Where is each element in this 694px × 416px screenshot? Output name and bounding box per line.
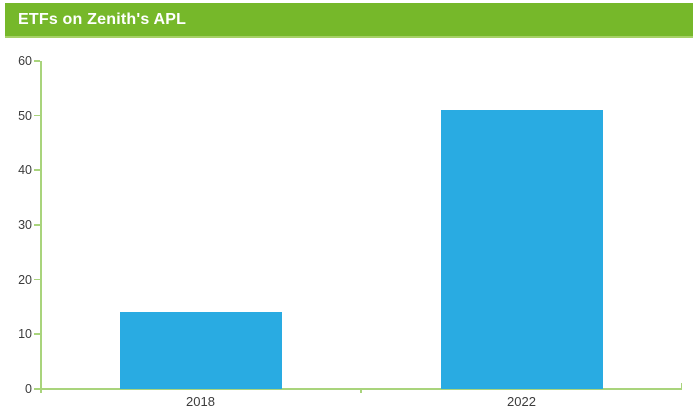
y-tick-mark bbox=[34, 169, 40, 171]
y-tick-label: 60 bbox=[18, 54, 32, 68]
y-tick-mark bbox=[34, 224, 40, 226]
chart-title: ETFs on Zenith's APL bbox=[18, 10, 187, 28]
x-tick-label-2022: 2022 bbox=[507, 394, 536, 409]
y-tick-label: 30 bbox=[18, 218, 32, 232]
y-tick-label: 10 bbox=[18, 327, 32, 342]
bar-chart: 0 10 20 30 40 50 60 2018 2022 bbox=[0, 38, 694, 416]
y-tick-mark bbox=[34, 388, 40, 390]
y-tick-label: 50 bbox=[18, 108, 32, 123]
y-tick-mark bbox=[34, 60, 40, 62]
y-tick-label: 40 bbox=[18, 163, 32, 178]
y-axis-line bbox=[40, 61, 42, 393]
header-accent-strip bbox=[5, 36, 693, 38]
bar-2018 bbox=[119, 312, 282, 389]
y-tick-label: 0 bbox=[25, 382, 32, 396]
y-tick-mark bbox=[34, 278, 40, 281]
x-axis-end-tick bbox=[680, 383, 682, 388]
x-tick-label-2018: 2018 bbox=[186, 394, 215, 409]
x-tick-mark bbox=[360, 388, 362, 393]
y-tick-mark bbox=[34, 114, 40, 117]
bar-2022 bbox=[440, 110, 603, 389]
chart-header: ETFs on Zenith's APL bbox=[5, 3, 693, 36]
y-tick-label: 20 bbox=[18, 272, 32, 287]
y-tick-mark bbox=[34, 333, 40, 335]
